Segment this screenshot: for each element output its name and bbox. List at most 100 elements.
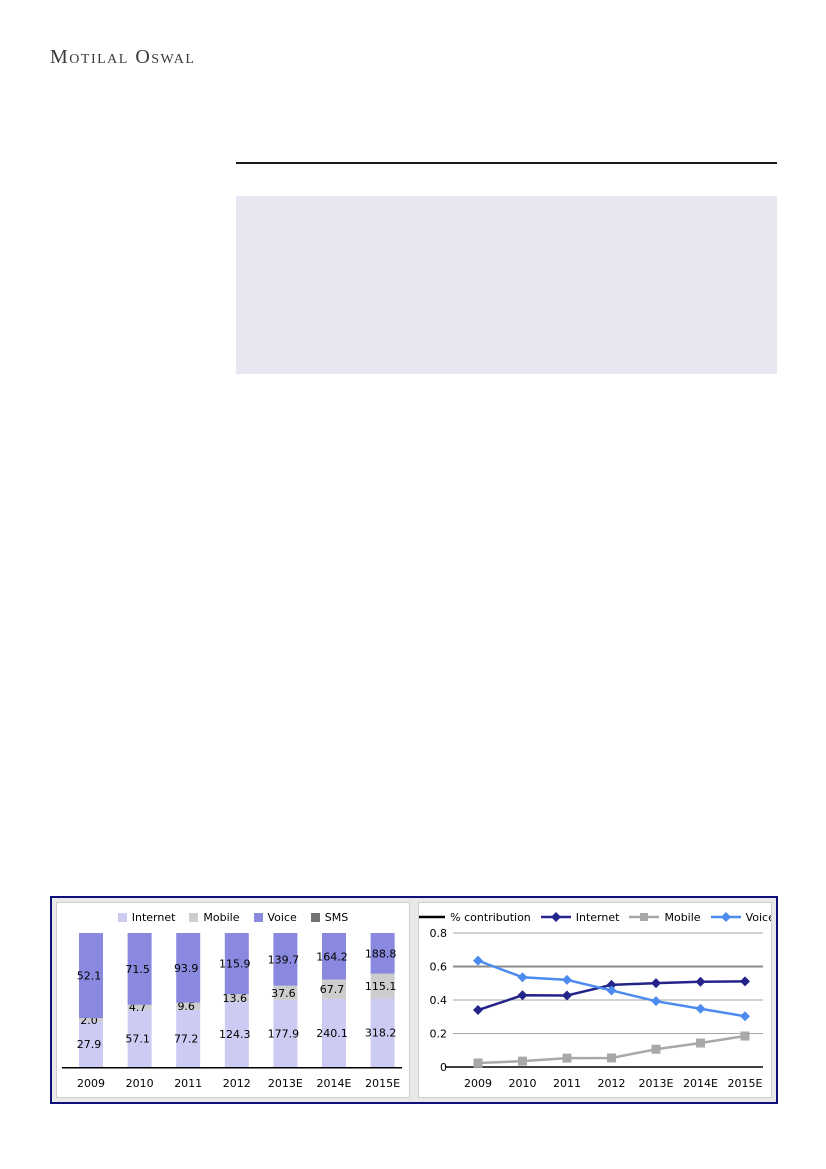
data-point-voice — [651, 996, 661, 1007]
bar-segment-voice — [370, 933, 395, 974]
bar-label-voice: 164.2 — [316, 950, 348, 963]
bar-segment-voice — [127, 933, 152, 1005]
legend-label: Voice — [267, 910, 297, 924]
bar-label-internet: 318.2 — [365, 1027, 397, 1040]
bar-label-mobile: 37.6 — [271, 987, 296, 1000]
legend-item-voice: Voice — [253, 910, 297, 924]
bar-segment-mobile — [322, 979, 346, 999]
data-point-internet — [517, 990, 528, 1001]
charts-frame: Internet Mobile Voice SMS 27.9 2.0 52.1 2009 57… — [50, 896, 778, 1104]
square-marker-icon — [640, 913, 649, 921]
legend-item-sms: SMS — [310, 910, 349, 924]
bar-label-voice: 52.1 — [77, 970, 102, 983]
legend-swatch-mobile — [189, 912, 199, 922]
stacked-bar-chart-panel: Internet Mobile Voice SMS 27.9 2.0 52.1 2009 57… — [56, 902, 410, 1098]
legend-swatch-sms — [310, 912, 320, 922]
legend-item-voice: Voice — [710, 910, 772, 924]
data-point-internet — [473, 1005, 483, 1016]
bar-segment-mobile — [273, 985, 298, 1000]
bar-label-mobile: 9.6 — [177, 1000, 195, 1013]
y-tick-label: 0.6 — [430, 961, 448, 974]
bar-label-mobile: 67.7 — [320, 983, 345, 996]
y-tick-label: 0.2 — [430, 1028, 448, 1041]
bar-label-internet: 124.3 — [219, 1028, 251, 1041]
legend-swatch-internet — [117, 912, 127, 922]
legend-label: Internet — [131, 910, 176, 924]
diamond-marker-icon — [550, 912, 561, 922]
bar-segment-internet — [127, 1009, 152, 1067]
y-tick-label: 0.8 — [430, 927, 448, 940]
bar-segment-internet — [224, 1001, 249, 1067]
brand-logo: Motilal Oswal — [50, 46, 196, 68]
bar-segment-voice — [176, 933, 201, 1003]
x-tick-label: 2012 — [223, 1077, 251, 1090]
y-tick-label: 0 — [440, 1061, 447, 1074]
header-divider — [236, 162, 777, 164]
data-point-mobile — [651, 1044, 661, 1054]
data-point-voice — [695, 1003, 706, 1014]
legend-label: % contribution — [450, 910, 531, 924]
bar-segment-voice — [322, 933, 346, 980]
bar-label-voice: 71.5 — [125, 963, 150, 976]
data-point-internet — [651, 978, 661, 989]
bar-label-voice: 188.8 — [365, 947, 397, 960]
legend-label: Voice — [745, 910, 772, 924]
bar-label-voice: 139.7 — [268, 953, 300, 966]
x-tick-label: 2009 — [464, 1077, 492, 1090]
data-point-voice — [473, 955, 483, 966]
bar-2010: 57.14.771.5 — [125, 933, 152, 1067]
legend-item-internet: Internet — [117, 910, 176, 924]
legend-label: SMS — [324, 910, 349, 924]
data-point-voice — [517, 972, 528, 983]
data-point-internet — [606, 979, 617, 990]
bar-segment-voice — [79, 933, 103, 1019]
x-tick-label: 2010 — [126, 1077, 154, 1090]
bar-label-internet: 177.9 — [268, 1027, 300, 1040]
bar-segment-internet — [370, 998, 395, 1067]
data-point-voice — [606, 985, 617, 996]
legend-line-sample-contribution — [419, 915, 446, 919]
bar-segment-internet — [273, 999, 298, 1067]
data-point-mobile — [740, 1031, 750, 1041]
diamond-marker-icon — [720, 912, 731, 922]
x-tick-label: 2013E — [639, 1077, 674, 1090]
bar-label-internet: 240.1 — [316, 1027, 348, 1040]
x-tick-label: 2015E — [728, 1077, 763, 1090]
data-point-mobile — [518, 1056, 527, 1066]
x-tick-label: 2009 — [77, 1077, 105, 1090]
bar-segment-internet — [79, 1021, 103, 1067]
bar-2014E: 240.1 67.7 164.2 — [316, 933, 348, 1067]
bar-segment-voice — [224, 933, 249, 995]
data-point-mobile — [473, 1058, 483, 1068]
bar-label-internet: 77.2 — [174, 1032, 199, 1045]
bar-label-mobile: 13.6 — [223, 992, 248, 1005]
bar-label-mobile: 115.1 — [365, 980, 397, 993]
legend-item-internet: Internet — [540, 910, 620, 924]
legend-item-contribution: % contribution — [419, 910, 531, 924]
x-tick-label: 2014E — [317, 1077, 352, 1090]
data-point-internet — [740, 976, 750, 987]
bar-label-voice: 115.9 — [219, 958, 251, 971]
bar-segment-mobile — [127, 1004, 152, 1010]
bar-2013E: 177.9 37.6 139.7 — [268, 933, 300, 1067]
bar-2011: 77.2 9.6 93.9 — [174, 933, 201, 1067]
y-tick-label: 0.4 — [430, 994, 448, 1007]
bar-segment-mobile — [176, 1002, 201, 1010]
legend-swatch-voice — [253, 912, 263, 922]
bar-label-internet: 57.1 — [125, 1032, 150, 1045]
legend-line-sample-mobile — [629, 913, 660, 921]
legend-label: Internet — [575, 910, 620, 924]
bar-label-internet: 27.9 — [77, 1038, 102, 1051]
x-tick-label: 2012 — [598, 1077, 626, 1090]
summary-highlight-box — [236, 196, 777, 374]
x-tick-label: 2014E — [683, 1077, 718, 1090]
bar-chart-legend: Internet Mobile Voice SMS — [117, 908, 349, 926]
legend-line-sample-internet — [540, 912, 571, 922]
bar-segment-mobile — [370, 973, 395, 999]
legend-label: Mobile — [203, 910, 240, 924]
line-chart-panel: % contribution Internet Mobile Voice 0 0.2 0.… — [418, 902, 772, 1098]
data-point-internet — [695, 976, 706, 987]
stacked-bar-chart-svg: 27.92.052.1 2009 57.14.771.5 2010 77.2 9.6 93.… — [62, 933, 402, 1090]
bar-segment-internet — [322, 998, 346, 1067]
